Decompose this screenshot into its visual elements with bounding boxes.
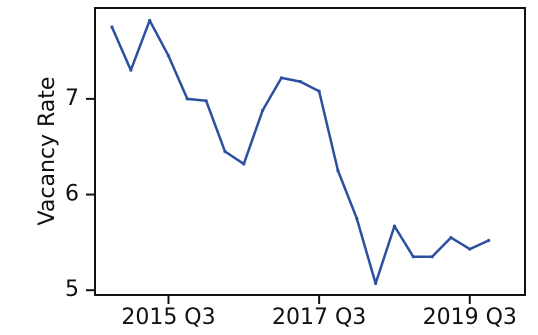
x-tick-label: 2015 Q3 [121, 305, 215, 330]
y-axis-ticks: 5 6 7 [65, 86, 95, 302]
data-point [129, 68, 133, 72]
y-tick-label: 5 [65, 277, 79, 302]
plot-area-frame [94, 7, 526, 296]
series-line [110, 19, 490, 285]
data-point [374, 281, 378, 286]
data-point [223, 149, 227, 154]
data-point [336, 169, 340, 173]
data-point [185, 97, 189, 101]
data-point [392, 224, 397, 228]
data-point [110, 25, 114, 29]
data-point [148, 18, 152, 23]
data-point [204, 99, 208, 103]
y-tick-label: 7 [65, 86, 79, 111]
data-point [487, 238, 491, 243]
data-point [317, 89, 321, 93]
data-point [298, 80, 302, 84]
data-point [449, 236, 453, 240]
data-point [411, 255, 415, 259]
data-point [242, 162, 246, 166]
data-point [430, 255, 434, 259]
x-tick-label: 2017 Q3 [272, 305, 366, 330]
x-tick-label: 2019 Q3 [423, 305, 517, 330]
data-point [355, 216, 359, 221]
series-points [110, 18, 491, 286]
y-axis-label: Vacancy Rate [35, 77, 60, 226]
y-tick-label: 6 [65, 182, 79, 207]
data-point [261, 108, 265, 112]
data-point [468, 247, 472, 251]
x-axis-ticks: 2015 Q3 2017 Q3 2019 Q3 [121, 295, 517, 330]
data-point [166, 54, 171, 58]
data-point [279, 76, 284, 80]
